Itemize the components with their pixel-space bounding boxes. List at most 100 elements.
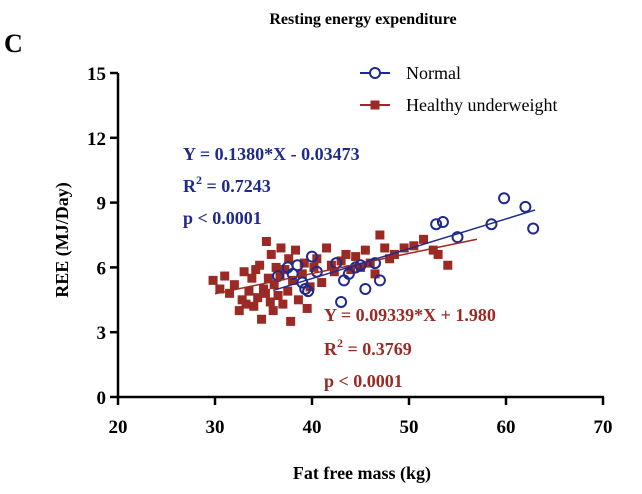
x-axis-title: Fat free mass (kg) [293,463,431,484]
x-tick-label: 40 [303,417,322,438]
underweight-data-point [360,245,370,255]
underweight-data-point [220,271,230,281]
underweight-data-point [260,288,270,298]
underweight-data-point [283,286,293,296]
underweight-data-point [241,299,251,309]
normal-data-point [286,267,299,280]
y-tick-label: 6 [97,258,107,279]
underweight-regression-line [214,238,478,295]
underweight-data-point [317,278,327,288]
underweight-r2-label: R [324,339,338,359]
underweight-p-value: p < 0.0001 [324,371,403,391]
underweight-data-point [280,265,290,275]
y-tick-label: 15 [87,64,106,85]
underweight-r2-value: = 0.3769 [343,339,412,359]
underweight-data-point [229,280,239,290]
x-tick-label: 30 [206,417,225,438]
x-tick-label: 70 [594,417,613,438]
underweight-r2: R2 = 0.3769 [324,336,412,359]
legend-underweight-label: Healthy underweight [406,95,557,115]
underweight-regression-annotation: Y = 0.09339*X + 1.980 R2 = 0.3769 p < 0.… [324,305,496,391]
normal-data-point [498,192,511,205]
underweight-data-point [291,245,301,255]
underweight-data-point [341,249,351,259]
underweight-data-point [443,260,453,270]
normal-p-value: p < 0.0001 [183,208,262,228]
underweight-data-point [208,275,218,285]
underweight-data-point [284,254,294,264]
y-axis-ticks: 0 3 6 9 12 15 [87,64,118,409]
underweight-data-point [389,249,399,259]
underweight-data-point [249,301,259,311]
normal-r2-label: R [183,176,197,196]
y-tick-label: 3 [97,323,107,344]
underweight-data-point [385,254,395,264]
normal-data-point [302,285,315,298]
x-tick-label: 60 [497,417,516,438]
legend-normal-label: Normal [406,63,461,83]
x-tick-label: 50 [400,417,419,438]
normal-r2-value: = 0.7243 [202,176,271,196]
legend-normal-marker [369,67,381,79]
underweight-data-point [293,295,303,305]
underweight-data-point [234,306,244,316]
normal-data-point [291,259,304,272]
normal-data-point [430,218,443,231]
underweight-data-point [297,269,307,279]
underweight-data-point [265,297,275,307]
normal-data-point [527,222,540,235]
underweight-data-point [261,236,271,246]
y-tick-label: 12 [87,129,106,150]
underweight-data-point [268,306,278,316]
underweight-data-point [244,286,254,296]
normal-data-point [335,295,348,308]
underweight-data-point [253,293,263,303]
underweight-data-point [266,249,276,259]
normal-data-point [359,283,372,295]
underweight-data-point [370,269,380,279]
panel-label: C [4,29,23,58]
underweight-equation: Y = 0.09339*X + 1.980 [324,305,496,325]
chart-title: Resting energy expenditure [269,11,456,28]
underweight-data-point [255,260,265,270]
underweight-data-point [273,290,283,300]
underweight-data-point [302,303,312,313]
normal-data-point [373,274,386,287]
normal-data-point [519,200,532,213]
x-tick-label: 20 [109,417,128,438]
underweight-data-point [225,288,235,298]
underweight-data-point [351,252,361,262]
underweight-data-point [263,273,273,283]
normal-r2-superscript: 2 [196,173,202,187]
underweight-data-point [409,241,419,251]
legend-underweight-marker [370,100,380,110]
normal-data-point [299,283,312,295]
underweight-data-point [276,243,286,253]
normal-data-point [451,231,464,244]
y-tick-label: 9 [97,194,107,215]
normal-data-point [436,216,449,229]
underweight-data-point [380,243,390,253]
underweight-data-point [375,230,385,240]
underweight-data-point [299,258,309,268]
underweight-data-point [239,267,249,277]
underweight-data-point [247,273,257,283]
underweight-data-point [322,243,332,253]
y-tick-label: 0 [97,388,107,409]
legend: Normal Healthy underweight [360,63,557,115]
underweight-data-point [433,249,443,259]
underweight-data-point [257,314,267,324]
underweight-data-point [271,262,281,272]
x-axis-ticks: 20 30 40 50 60 70 [109,397,613,438]
underweight-data-point [275,271,285,281]
underweight-data-point [428,245,438,255]
normal-equation: Y = 0.1380*X - 0.03473 [183,144,360,164]
underweight-data-point [278,299,288,309]
regression-lines [214,209,536,295]
underweight-r2-superscript: 2 [337,336,343,350]
underweight-data-point [288,275,298,285]
normal-regression-annotation: Y = 0.1380*X - 0.03473 R2 = 0.7243 p < 0… [183,144,360,228]
underweight-data-point [215,284,225,294]
underweight-data-point [399,243,409,253]
underweight-data-point [286,316,296,326]
